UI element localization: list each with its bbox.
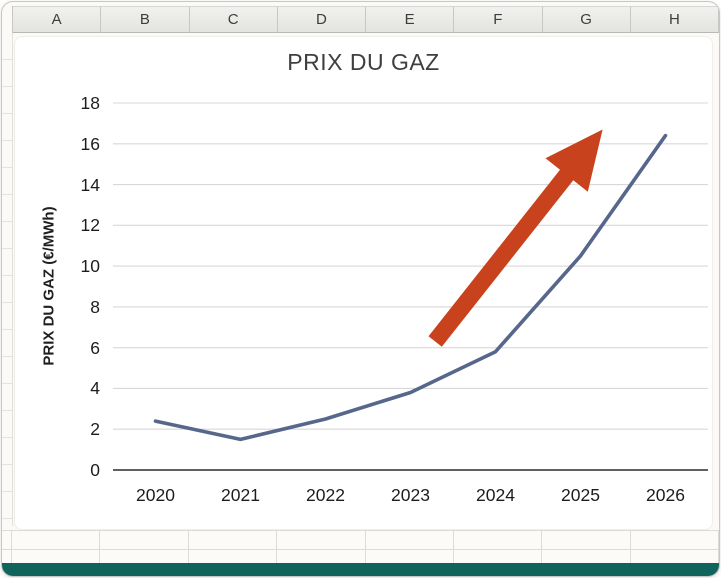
column-header-h[interactable]: H bbox=[630, 6, 719, 33]
column-header-f[interactable]: F bbox=[454, 6, 543, 33]
grid-cell bbox=[2, 531, 12, 550]
column-header-d[interactable]: D bbox=[277, 6, 366, 33]
grid-cell[interactable] bbox=[188, 531, 278, 550]
sheet-footer-bar bbox=[2, 563, 719, 576]
column-header-b[interactable]: B bbox=[101, 6, 190, 33]
y-tick-label: 14 bbox=[80, 174, 100, 195]
column-header-g[interactable]: G bbox=[542, 6, 631, 33]
trend-arrow-annotation bbox=[428, 129, 603, 347]
grid-cell[interactable] bbox=[542, 531, 631, 550]
grid-cell[interactable] bbox=[453, 531, 543, 550]
column-header-e[interactable]: E bbox=[366, 6, 455, 33]
x-tick-label: 2021 bbox=[221, 485, 260, 505]
plot-area: 0 2 4 6 8 10 12 14 16 18 2020 2021 2022 2023 2024 2025 2… bbox=[81, 93, 708, 505]
chart-title: PRIX DU GAZ bbox=[287, 49, 440, 75]
row-gridlines-left bbox=[2, 33, 13, 526]
x-tick-label: 2020 bbox=[136, 485, 175, 505]
column-header-row: A B C D E F G H bbox=[12, 6, 719, 33]
y-axis-title: PRIX DU GAZ (€/MWh) bbox=[40, 206, 58, 366]
x-tick-label: 2024 bbox=[476, 485, 515, 505]
grid-cell[interactable] bbox=[100, 531, 189, 550]
x-tick-label: 2022 bbox=[306, 485, 345, 505]
grid-cell[interactable] bbox=[365, 531, 454, 550]
grid-cell[interactable] bbox=[277, 531, 366, 550]
y-tick-label: 16 bbox=[80, 133, 100, 154]
y-tick-label: 18 bbox=[80, 93, 100, 113]
grid-cell[interactable] bbox=[630, 531, 719, 550]
chart[interactable]: PRIX DU GAZ PRIX DU GAZ (€/MWh) 0 2 4 6 8 10 1… bbox=[14, 36, 713, 530]
x-tick-label: 2025 bbox=[561, 485, 600, 505]
y-tick-label: 4 bbox=[90, 378, 100, 399]
grid-cell[interactable] bbox=[12, 531, 101, 550]
column-header-a[interactable]: A bbox=[13, 6, 102, 33]
price-line-series bbox=[153, 133, 668, 442]
y-tick-label: 0 bbox=[90, 460, 100, 480]
plot-svg bbox=[113, 102, 708, 471]
y-tick-label: 2 bbox=[90, 419, 100, 440]
x-tick-label: 2023 bbox=[391, 485, 430, 505]
column-header-c[interactable]: C bbox=[189, 6, 278, 33]
x-tick-label: 2026 bbox=[646, 485, 685, 505]
